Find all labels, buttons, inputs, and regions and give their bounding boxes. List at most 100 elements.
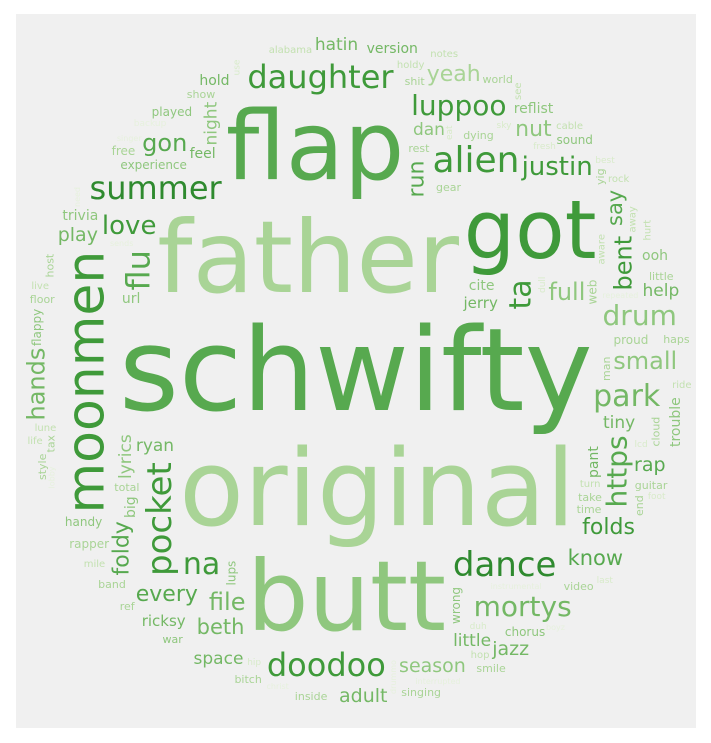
cloud-word: floor bbox=[29, 292, 55, 306]
cloud-word: butt bbox=[246, 540, 447, 654]
cloud-word: hop bbox=[470, 650, 490, 662]
cloud-word: singer bbox=[116, 133, 142, 143]
cloud-word: na bbox=[182, 547, 221, 583]
cloud-word: cloud bbox=[649, 416, 663, 447]
cloud-word: full bbox=[548, 277, 586, 306]
cloud-word: rest bbox=[408, 141, 430, 155]
cloud-word: mortys bbox=[473, 590, 572, 624]
cloud-word: ooh bbox=[642, 247, 669, 264]
cloud-word: bent bbox=[609, 236, 638, 291]
cloud-word: cable bbox=[556, 121, 583, 132]
cloud-word: dull bbox=[537, 276, 548, 293]
cloud-word: run bbox=[404, 160, 430, 198]
cloud-word: daughter bbox=[247, 57, 394, 96]
cloud-word: use bbox=[232, 59, 243, 76]
cloud-word: version bbox=[366, 41, 418, 58]
word-cloud-background bbox=[16, 14, 696, 728]
cloud-word: ta bbox=[503, 279, 539, 310]
cloud-word: live bbox=[31, 281, 49, 293]
cloud-word: lcd bbox=[634, 439, 648, 450]
cloud-word: world bbox=[482, 72, 513, 86]
cloud-word: drum bbox=[602, 299, 677, 333]
cloud-word: best bbox=[595, 156, 615, 167]
cloud-word: https bbox=[600, 435, 634, 508]
cloud-word: christ bbox=[266, 681, 289, 691]
cloud-word: holdy bbox=[396, 60, 425, 72]
cloud-word: little bbox=[649, 269, 674, 283]
cloud-word: flap bbox=[225, 91, 405, 202]
cloud-word: hands bbox=[22, 347, 51, 421]
cloud-word: away bbox=[627, 205, 639, 233]
cloud-word: hatin bbox=[314, 35, 359, 56]
cloud-word: life bbox=[27, 436, 43, 448]
cloud-word: space bbox=[193, 648, 244, 669]
cloud-word: duh bbox=[469, 622, 487, 633]
cloud-word: turn bbox=[579, 479, 601, 491]
cloud-word: father bbox=[157, 198, 459, 316]
cloud-word: eat bbox=[444, 125, 455, 141]
cloud-word: small bbox=[613, 347, 678, 376]
cloud-word: war bbox=[162, 632, 183, 646]
cloud-word: guitar bbox=[634, 479, 668, 493]
cloud-word: show bbox=[186, 87, 216, 101]
cloud-word: help bbox=[642, 281, 680, 302]
cloud-word: alien bbox=[432, 140, 520, 182]
cloud-word: hold bbox=[199, 72, 230, 89]
cloud-word: justin bbox=[521, 151, 593, 182]
cloud-word: ride bbox=[672, 380, 692, 392]
cloud-word: smile bbox=[476, 661, 506, 675]
cloud-word: schwifty bbox=[119, 303, 593, 438]
cloud-word: played bbox=[151, 105, 193, 120]
cloud-word: url bbox=[121, 291, 141, 308]
cloud-word: nut bbox=[515, 116, 552, 142]
cloud-word: tiny bbox=[602, 413, 636, 434]
cloud-word: yig bbox=[593, 168, 607, 186]
cloud-word: time bbox=[576, 503, 602, 517]
cloud-word: take bbox=[578, 490, 602, 504]
cloud-word: doodoo bbox=[266, 646, 386, 685]
cloud-word: drummo bbox=[389, 660, 399, 695]
cloud-word: trivia bbox=[62, 208, 99, 225]
cloud-word: hurt bbox=[642, 219, 654, 241]
cloud-word: shit bbox=[404, 74, 425, 88]
cloud-word: love bbox=[101, 210, 157, 241]
cloud-word: trouble bbox=[668, 397, 685, 448]
cloud-word: foot bbox=[647, 491, 666, 502]
cloud-word: know bbox=[567, 545, 624, 570]
cloud-word: every bbox=[135, 582, 198, 608]
cloud-word: hip bbox=[247, 657, 262, 668]
cloud-word: sends bbox=[109, 239, 134, 249]
cloud-word: sky bbox=[496, 120, 512, 131]
cloud-word: luppoo bbox=[411, 89, 507, 123]
cloud-word: band bbox=[98, 577, 126, 591]
cloud-word: play bbox=[57, 223, 98, 246]
cloud-word: gear bbox=[436, 180, 462, 194]
cloud-word: free bbox=[111, 143, 136, 158]
cloud-word: original bbox=[179, 427, 576, 551]
cloud-word: gon bbox=[142, 128, 188, 157]
cloud-word: interrupted bbox=[415, 677, 461, 687]
cloud-word: alabama bbox=[268, 44, 313, 56]
cloud-word: sound bbox=[556, 132, 593, 147]
cloud-word: got bbox=[463, 184, 597, 279]
cloud-word: proud bbox=[613, 332, 649, 347]
cloud-word: chorus bbox=[504, 624, 546, 639]
cloud-word: lyrics bbox=[116, 434, 137, 480]
cloud-word: lune bbox=[34, 422, 57, 434]
cloud-word: lobby bbox=[47, 466, 57, 489]
cloud-word: host bbox=[43, 253, 57, 278]
cloud-word: park bbox=[593, 379, 661, 415]
cloud-word: inside bbox=[294, 689, 328, 703]
cloud-word: haps bbox=[663, 332, 690, 346]
cloud-word: repeated bbox=[602, 291, 639, 301]
cloud-word: reflist bbox=[513, 100, 554, 117]
cloud-word: end bbox=[633, 495, 647, 517]
cloud-word: foldy bbox=[109, 521, 135, 576]
cloud-word: say bbox=[603, 190, 628, 227]
cloud-word: bitch bbox=[234, 672, 262, 686]
cloud-word: ryan bbox=[135, 435, 175, 456]
cloud-word: mile bbox=[83, 558, 106, 570]
cloud-word: big bbox=[123, 496, 140, 519]
cloud-word: web bbox=[585, 279, 600, 305]
